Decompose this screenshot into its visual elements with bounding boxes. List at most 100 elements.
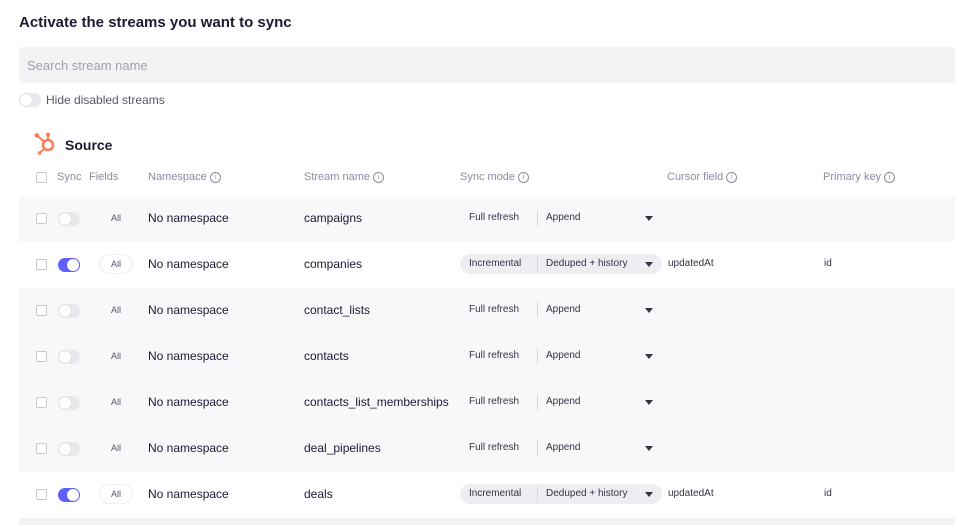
source-sync-mode[interactable]: Full refresh [469,442,520,453]
sync-toggle[interactable] [58,350,80,364]
row-checkbox[interactable] [36,213,47,224]
primary-key-cell: id [824,488,832,499]
namespace-cell: No namespace [148,257,229,271]
stream-name-cell: campaigns [304,211,363,225]
chevron-down-icon[interactable] [645,262,653,267]
hubspot-icon [33,131,57,160]
destination-sync-mode[interactable]: Append [546,350,581,361]
fields-button[interactable]: All [99,484,133,504]
fields-button[interactable]: All [110,213,121,223]
chevron-down-icon[interactable] [645,308,653,313]
toggle-knob [59,305,71,317]
row-checkbox[interactable] [36,259,47,270]
chevron-down-icon[interactable] [645,400,653,405]
table-row: All No namespace campaigns Full refresh … [19,196,955,242]
namespace-cell: No namespace [148,211,229,225]
select-all-checkbox[interactable] [36,172,47,183]
destination-sync-mode[interactable]: Append [546,442,581,453]
sync-mode-divider [537,256,538,272]
info-icon[interactable]: i [518,172,530,183]
fields-button[interactable]: All [110,351,121,361]
column-header-stream-name-label: Stream name [304,171,371,183]
sync-toggle[interactable] [58,212,80,226]
hide-disabled-toggle[interactable] [19,93,41,107]
column-header-sync-mode-label: Sync mode [460,171,516,183]
namespace-cell: No namespace [148,349,229,363]
source-sync-mode[interactable]: Full refresh [469,212,520,223]
info-icon[interactable]: i [209,172,221,183]
cursor-field-cell: updatedAt [668,258,714,269]
destination-sync-mode[interactable]: Deduped + history [538,484,662,504]
table-row: All No namespace companies Incremental D… [19,242,955,288]
destination-sync-mode[interactable]: Deduped + history [538,254,662,274]
fields-button[interactable]: All [110,397,121,407]
namespace-cell: No namespace [148,303,229,317]
info-icon[interactable]: i [884,172,896,183]
info-icon[interactable]: i [726,172,738,183]
fields-button[interactable]: All [110,305,121,315]
column-header-namespace: Namespace i [148,171,221,183]
stream-name-cell: deal_pipelines [304,441,381,455]
table-row: All No namespace deal_pipelines Full ref… [19,426,955,472]
cursor-field-cell: updatedAt [668,488,714,499]
sync-mode-divider [537,394,538,410]
column-header-fields: Fields [89,171,119,183]
source-name: Source [65,137,113,153]
row-checkbox[interactable] [36,397,47,408]
table-row: All No namespace deals Incremental Dedup… [19,472,955,518]
source-sync-mode[interactable]: Incremental [460,254,538,274]
row-checkbox[interactable] [36,351,47,362]
fields-button[interactable]: All [110,443,121,453]
toggle-knob [20,94,32,106]
source-sync-mode[interactable]: Incremental [460,484,538,504]
sync-toggle[interactable] [58,442,80,456]
chevron-down-icon[interactable] [645,216,653,221]
info-icon[interactable]: i [373,172,385,183]
chevron-down-icon[interactable] [645,354,653,359]
sync-toggle[interactable] [58,488,80,502]
search-input[interactable] [19,47,955,83]
source-header: Source [33,132,112,158]
column-header-namespace-label: Namespace [148,171,207,183]
destination-sync-mode[interactable]: Append [546,304,581,315]
row-checkbox[interactable] [36,305,47,316]
namespace-cell: No namespace [148,441,229,455]
stream-name-cell: contacts_list_memberships [304,395,449,409]
sync-mode-divider [537,302,538,318]
chevron-down-icon[interactable] [645,446,653,451]
source-sync-mode[interactable]: Full refresh [469,396,520,407]
chevron-down-icon[interactable] [645,492,653,497]
column-header-cursor-field: Cursor field i [667,171,738,183]
sync-toggle[interactable] [58,396,80,410]
primary-key-cell: id [824,258,832,269]
column-header-primary-key: Primary key i [823,171,896,183]
fields-button[interactable]: All [99,254,133,274]
sync-toggle[interactable] [58,258,80,272]
source-sync-mode[interactable]: Full refresh [469,304,520,315]
page-title: Activate the streams you want to sync [19,14,292,31]
destination-sync-mode[interactable]: Append [546,396,581,407]
hide-disabled-toggle-group: Hide disabled streams [19,92,165,108]
toggle-knob [67,489,79,501]
stream-name-cell: contact_lists [304,303,371,317]
sync-mode-divider [537,348,538,364]
column-header-primary-key-label: Primary key [823,171,882,183]
row-checkbox[interactable] [36,489,47,500]
stream-name-cell: companies [304,257,363,271]
table-row: All No namespace contacts_list_membershi… [19,380,955,426]
next-row-edge [19,518,955,525]
sync-toggle[interactable] [58,304,80,318]
toggle-knob [59,213,71,225]
toggle-knob [59,397,71,409]
column-header-cursor-field-label: Cursor field [667,171,724,183]
source-sync-mode[interactable]: Full refresh [469,350,520,361]
destination-sync-mode[interactable]: Append [546,212,581,223]
column-header-sync: Sync [57,171,82,183]
row-checkbox[interactable] [36,443,47,454]
column-header-sync-mode: Sync mode i [460,171,530,183]
namespace-cell: No namespace [148,395,229,409]
sync-mode-divider [537,486,538,502]
table-header: Sync Fields Namespace i Stream name i Sync… [19,166,955,188]
stream-table: All No namespace campaigns Full refresh … [19,196,955,518]
